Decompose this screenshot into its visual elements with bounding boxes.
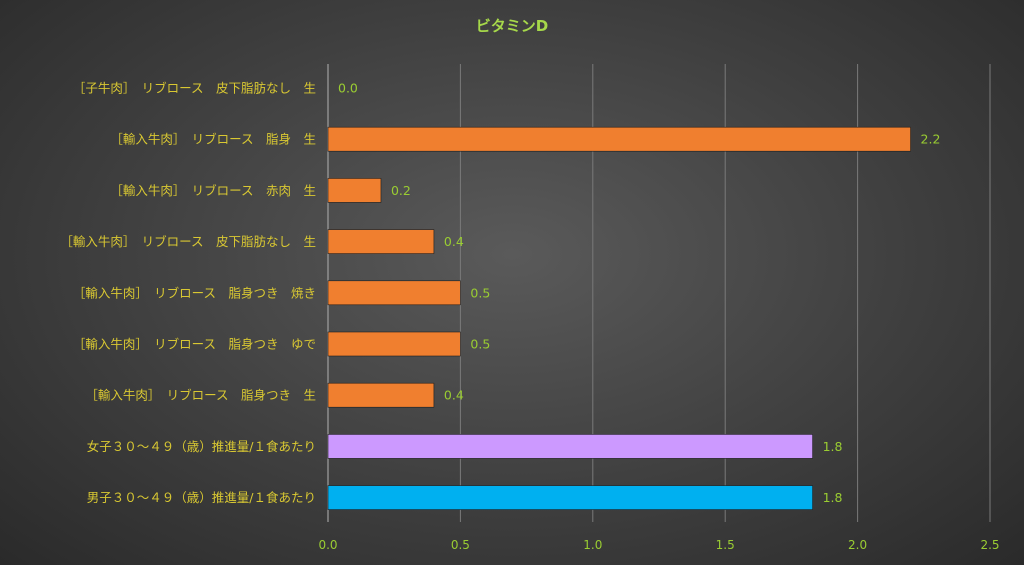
category-label: ［子牛肉］ リブロース 皮下脂肪なし 生: [73, 81, 316, 96]
data-label: 1.8: [823, 490, 843, 505]
x-tick-label: 1.0: [583, 538, 602, 552]
x-axis-ticks: 0.0 0.5 1.0 1.5 2.0 2.5: [318, 538, 999, 552]
category-label: 男子３０～４９（歳）推進量/１食あたり: [87, 490, 316, 505]
category-label: ［輸入牛肉］ リブロース 皮下脂肪なし 生: [60, 234, 316, 249]
data-label: 0.4: [444, 234, 464, 249]
category-label: ［輸入牛肉］ リブロース 赤肉 生: [110, 183, 316, 198]
category-label: ［輸入牛肉］ リブロース 脂身つき 焼き: [73, 285, 316, 300]
x-tick-label: 1.5: [716, 538, 735, 552]
x-tick-label: 0.0: [318, 538, 337, 552]
x-tick-label: 2.5: [980, 538, 999, 552]
bar: [327, 178, 382, 203]
category-label: 女子３０～４９（歳）推進量/１食あたり: [87, 439, 316, 454]
bar: [327, 229, 435, 254]
data-label: 0.2: [391, 183, 411, 198]
x-tick-label: 0.5: [451, 538, 470, 552]
category-labels: ［子牛肉］ リブロース 皮下脂肪なし 生 ［輸入牛肉］ リブロース 脂身 生 ［輸入…: [60, 81, 316, 506]
data-label: 0.0: [338, 81, 358, 96]
x-tick-label: 2.0: [848, 538, 867, 552]
chart-title: ビタミンD: [476, 17, 548, 35]
bars: [327, 126, 911, 510]
bar: [327, 280, 461, 306]
bar: [327, 382, 435, 408]
bar: [327, 434, 813, 459]
category-label: ［輸入牛肉］ リブロース 脂身 生: [110, 132, 316, 147]
bar: [327, 485, 813, 510]
category-label: ［輸入牛肉］ リブロース 脂身つき 生: [85, 388, 316, 403]
data-label: 2.2: [921, 132, 941, 147]
bar: [327, 331, 461, 357]
data-label: 0.4: [444, 388, 464, 403]
category-label: ［輸入牛肉］ リブロース 脂身つき ゆで: [73, 337, 316, 352]
data-labels: 0.0 2.2 0.2 0.4 0.5 0.5 0.4 1.8 1.8: [338, 81, 940, 506]
data-label: 0.5: [470, 285, 490, 300]
data-label: 0.5: [470, 337, 490, 352]
bar: [327, 126, 911, 152]
data-label: 1.8: [823, 439, 843, 454]
